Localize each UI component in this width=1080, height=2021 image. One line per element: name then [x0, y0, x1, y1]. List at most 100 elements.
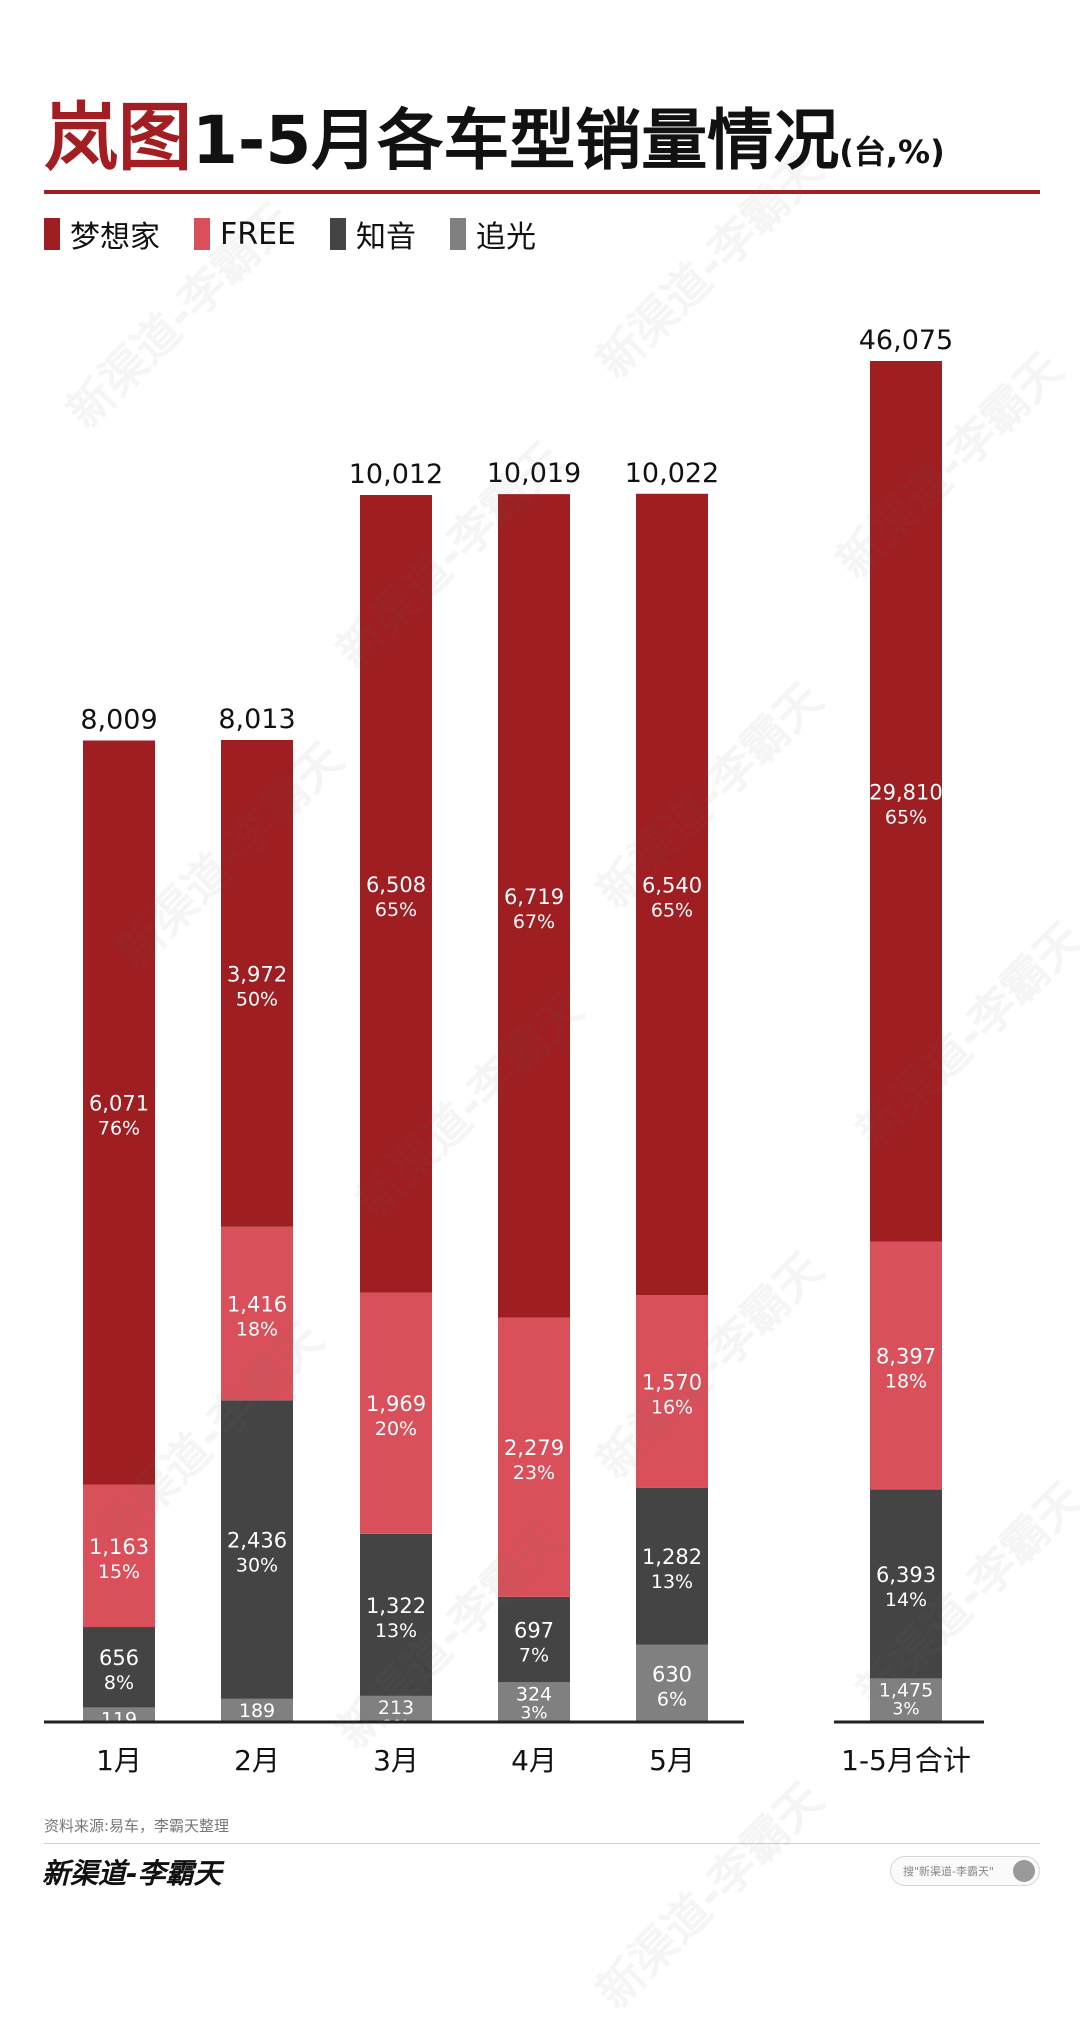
bar-segment — [360, 1695, 432, 1722]
segment-percent-label: 20% — [375, 1418, 417, 1440]
bar-segment — [870, 361, 942, 1242]
segment-percent-label: 8% — [104, 1672, 134, 1694]
segment-value-label: 1,475 — [879, 1679, 933, 1701]
title-divider — [44, 190, 1040, 194]
bar-total-label: 10,012 — [349, 459, 443, 490]
bar-segment — [83, 1707, 155, 1722]
data-source-note: 资料来源:易车，李霸天整理 — [44, 1817, 230, 1835]
search-icon — [1013, 1860, 1035, 1882]
segment-percent-label: 3% — [893, 1699, 920, 1719]
segment-value-label: 3,972 — [227, 962, 287, 986]
bar-total-label: 10,019 — [487, 458, 581, 489]
segment-percent-label: 18% — [885, 1371, 927, 1393]
segment-percent-label: 18% — [236, 1319, 278, 1341]
footer-logo: 新渠道-李霸天 — [42, 1857, 222, 1890]
bar-segment — [498, 1317, 570, 1597]
legend-item-zhuiguang: 追光 — [450, 212, 536, 256]
segment-percent-label: 7% — [519, 1645, 549, 1667]
bar-segment — [636, 493, 708, 1296]
bar-segment — [636, 1644, 708, 1722]
bar-segment — [636, 1295, 708, 1488]
segment-value-label: 6,719 — [504, 885, 564, 909]
segment-value-label: 1,322 — [366, 1594, 426, 1618]
footer-divider — [44, 1843, 1040, 1844]
segment-value-label: 2,436 — [227, 1529, 287, 1553]
bar-segment — [360, 1292, 432, 1534]
stacked-bar-chart: 1191%6568%1,16315%6,07176%8,0091月1892%2,… — [44, 325, 984, 1777]
segment-percent-label: 65% — [375, 899, 417, 921]
segment-value-label: 1,416 — [227, 1293, 287, 1317]
segment-value-label: 6,071 — [89, 1091, 149, 1115]
legend-item-zhiyin: 知音 — [330, 212, 416, 256]
segment-percent-label: 13% — [375, 1620, 417, 1642]
segment-percent-label: 3% — [521, 1703, 548, 1723]
segment-value-label: 6,540 — [642, 874, 702, 898]
segment-percent-label: 23% — [513, 1462, 555, 1484]
title-unit: (台,%) — [839, 133, 945, 171]
segment-value-label: 8,397 — [876, 1345, 936, 1369]
segment-value-label: 29,810 — [869, 780, 942, 804]
bar-segment — [221, 1400, 293, 1699]
x-tick-label: 3月 — [373, 1744, 419, 1777]
bar-segment — [221, 1226, 293, 1401]
segment-percent-label: 30% — [236, 1555, 278, 1577]
page-title: 岚图1-5月各车型销量情况(台,%) — [44, 78, 945, 181]
x-tick-label: 1月 — [96, 1744, 142, 1777]
x-tick-label: 2月 — [234, 1744, 280, 1777]
legend-label: 梦想家 — [70, 220, 160, 255]
segment-value-label: 1,570 — [642, 1370, 702, 1394]
x-tick-label: 4月 — [511, 1744, 557, 1777]
bar-segment — [498, 494, 570, 1318]
chart-legend: 梦想家 FREE 知音 追光 — [44, 212, 536, 256]
bar-segment — [870, 1678, 942, 1722]
segment-value-label: 6,508 — [366, 873, 426, 897]
segment-percent-label: 65% — [885, 806, 927, 828]
segment-value-label: 119 — [101, 1708, 137, 1730]
segment-percent-label: 2% — [383, 1717, 410, 1737]
segment-value-label: 213 — [378, 1697, 414, 1719]
bar-total-label: 8,013 — [218, 704, 295, 735]
legend-label: FREE — [220, 216, 297, 252]
bar-total-label: 46,075 — [859, 325, 953, 356]
segment-percent-label: 1% — [106, 1728, 133, 1748]
legend-swatch — [330, 218, 347, 250]
legend-label: 追光 — [476, 220, 537, 255]
segment-percent-label: 13% — [651, 1571, 693, 1593]
legend-swatch — [44, 218, 60, 250]
segment-percent-label: 50% — [236, 988, 278, 1010]
bar-segment — [870, 1241, 942, 1490]
bar-segment — [636, 1487, 708, 1645]
segment-percent-label: 15% — [98, 1561, 140, 1583]
legend-item-free: FREE — [194, 212, 296, 256]
bar-segment — [360, 1533, 432, 1696]
segment-percent-label: 67% — [513, 911, 555, 933]
segment-percent-label: 14% — [885, 1589, 927, 1611]
bar-segment — [83, 740, 155, 1485]
bar-segment — [498, 1596, 570, 1683]
bar-segment — [360, 495, 432, 1293]
segment-value-label: 1,163 — [89, 1535, 149, 1559]
search-hint-text: 搜"新渠道-李霸天" — [903, 1865, 995, 1878]
segment-value-label: 1,969 — [366, 1392, 426, 1416]
legend-item-mengxiangjia: 梦想家 — [44, 212, 160, 256]
segment-value-label: 630 — [652, 1662, 692, 1686]
bar-total-label: 8,009 — [80, 704, 157, 735]
segment-value-label: 324 — [516, 1683, 552, 1705]
search-badge: 搜"新渠道-李霸天" — [890, 1856, 1040, 1886]
segment-value-label: 1,282 — [642, 1545, 702, 1569]
segment-percent-label: 65% — [651, 900, 693, 922]
x-tick-label: 5月 — [649, 1744, 695, 1777]
segment-percent-label: 6% — [657, 1688, 687, 1710]
title-brand: 岚图 — [44, 95, 192, 181]
legend-label: 知音 — [356, 220, 417, 255]
bar-total-label: 10,022 — [625, 458, 719, 489]
bar-segment — [221, 1698, 293, 1722]
segment-value-label: 189 — [239, 1700, 275, 1722]
segment-percent-label: 76% — [98, 1117, 140, 1139]
segment-percent-label: 2% — [244, 1720, 271, 1740]
title-main: 1-5月各车型销量情况 — [192, 102, 840, 179]
legend-swatch — [194, 218, 210, 250]
segment-value-label: 6,393 — [876, 1563, 936, 1587]
bar-segment — [498, 1682, 570, 1722]
bar-segment — [221, 739, 293, 1227]
